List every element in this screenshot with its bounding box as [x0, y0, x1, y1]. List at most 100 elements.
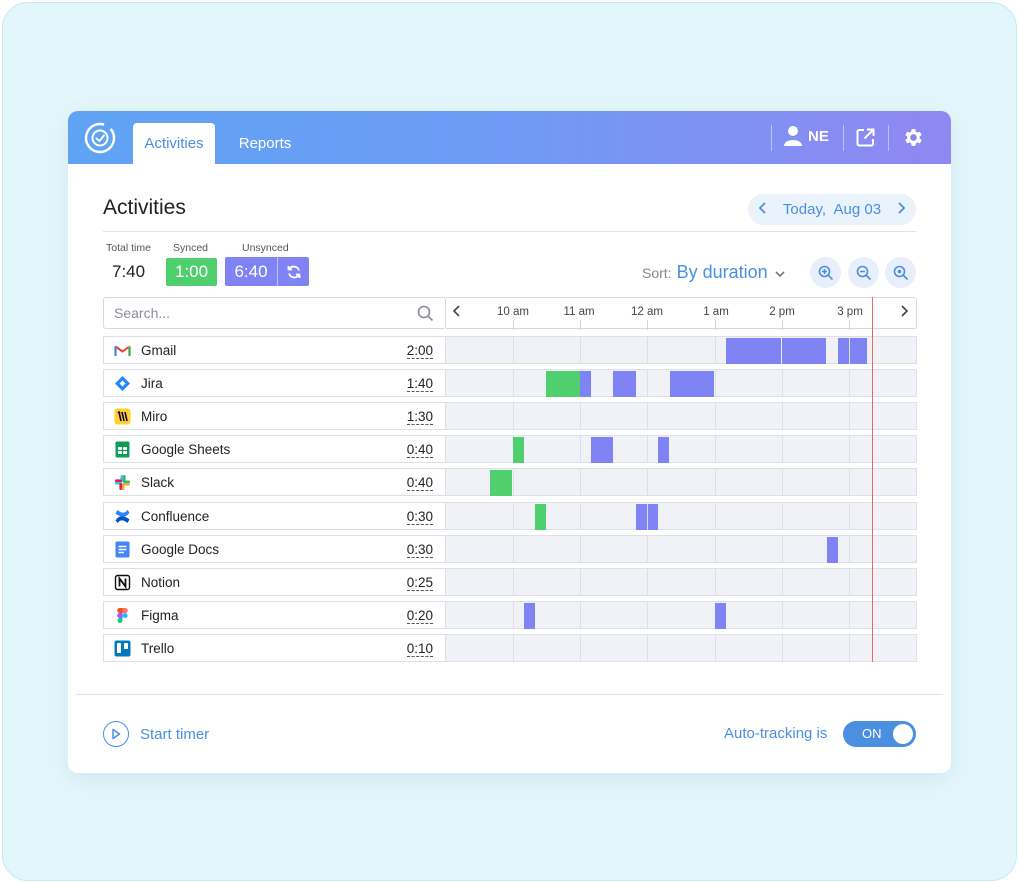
search-input[interactable] — [104, 298, 404, 328]
start-timer-button[interactable]: Start timer — [103, 721, 209, 747]
timeline-tick — [580, 320, 581, 330]
next-day-button[interactable] — [897, 201, 906, 218]
activity-duration[interactable]: 0:30 — [406, 509, 433, 525]
activity-duration[interactable]: 0:10 — [406, 641, 433, 657]
synced-time-segment[interactable] — [513, 437, 524, 463]
activity-row-gmail[interactable]: Gmail 2:00 — [103, 336, 446, 364]
activity-row-google-docs[interactable]: Google Docs 0:30 — [103, 535, 446, 563]
auto-tracking-toggle[interactable]: ON — [843, 721, 916, 747]
activity-row-figma[interactable]: Figma 0:20 — [103, 601, 446, 629]
sort-label: Sort: — [642, 265, 672, 281]
activity-duration[interactable]: 0:20 — [406, 608, 433, 624]
sort-dropdown[interactable]: Sort: By duration — [642, 262, 785, 283]
activity-row-jira[interactable]: Jira 1:40 — [103, 369, 446, 397]
user-initials: NE — [808, 127, 829, 145]
timeline-grid-line — [849, 436, 850, 462]
timeline-grid-line — [849, 635, 850, 661]
user-icon — [784, 126, 802, 146]
timeline-grid-line — [513, 602, 514, 628]
timeline-grid-line — [849, 536, 850, 562]
chevron-right-icon — [898, 202, 906, 214]
google-sheets-icon — [114, 441, 131, 458]
activity-row-confluence[interactable]: Confluence 0:30 — [103, 502, 446, 530]
user-menu-button[interactable]: NE — [784, 125, 829, 147]
app-window: Activities Reports NE Activities — [68, 111, 951, 773]
timeline-grid-line — [647, 602, 648, 628]
activity-timeline-track — [446, 468, 917, 496]
date-label[interactable]: Today, Aug 03 — [782, 201, 882, 218]
timeline-prev-button[interactable] — [452, 304, 461, 322]
unsynced-time-segment[interactable] — [591, 437, 613, 463]
sync-button[interactable] — [277, 257, 309, 286]
timeline-grid-line — [715, 403, 716, 429]
zoom-reset-button[interactable] — [885, 257, 916, 288]
unsynced-time-segment[interactable] — [613, 371, 636, 397]
activity-timeline-track — [446, 369, 917, 397]
zoom-out-icon — [856, 265, 871, 280]
chevron-down-icon — [775, 267, 785, 281]
unsynced-time-segment[interactable] — [636, 504, 647, 530]
timeline-grid-line — [580, 436, 581, 462]
unsynced-time-segment[interactable] — [670, 371, 714, 397]
activity-row-notion[interactable]: Notion 0:25 — [103, 568, 446, 596]
activity-duration[interactable]: 0:40 — [406, 442, 433, 458]
activity-duration[interactable]: 1:40 — [406, 376, 433, 392]
unsynced-time-segment[interactable] — [782, 338, 826, 364]
external-link-button[interactable] — [856, 128, 875, 147]
timeline-grid-line — [647, 403, 648, 429]
total-time-label: Total time — [106, 242, 151, 254]
search-icon[interactable] — [417, 305, 434, 327]
synced-time-segment[interactable] — [490, 470, 512, 496]
current-time-indicator — [872, 297, 873, 662]
timeline-tick — [782, 320, 783, 330]
tab-reports[interactable]: Reports — [238, 135, 292, 152]
unsynced-time-segment[interactable] — [524, 603, 535, 629]
activity-duration[interactable]: 2:00 — [406, 343, 433, 359]
activity-duration[interactable]: 0:30 — [406, 542, 433, 558]
timeline-grid-line — [849, 602, 850, 628]
unsynced-time-segment[interactable] — [658, 437, 669, 463]
tab-activities[interactable]: Activities — [133, 123, 215, 164]
activity-timeline-track — [446, 568, 917, 596]
unsynced-time-segment[interactable] — [726, 338, 781, 364]
unsynced-time-segment[interactable] — [715, 603, 726, 629]
unsynced-time-segment[interactable] — [648, 504, 658, 530]
activity-duration[interactable]: 1:30 — [406, 409, 433, 425]
timeline-grid-line — [782, 536, 783, 562]
page-title: Activities — [103, 196, 186, 219]
timeline-grid-line — [647, 436, 648, 462]
timeline-grid-line — [782, 370, 783, 396]
timeline-grid-line — [715, 469, 716, 495]
timeline-grid-line — [513, 469, 514, 495]
synced-time-segment[interactable] — [535, 504, 546, 530]
timeline-grid-line — [715, 337, 716, 363]
timeline-grid-line — [580, 569, 581, 595]
notion-icon — [114, 574, 131, 591]
timeline-grid-line — [580, 503, 581, 529]
timeline-grid-line — [513, 503, 514, 529]
activity-duration[interactable]: 0:25 — [406, 575, 433, 591]
unsynced-time-segment[interactable] — [827, 537, 838, 563]
activity-row-miro[interactable]: Miro 1:30 — [103, 402, 446, 430]
activity-duration[interactable]: 0:40 — [406, 475, 433, 491]
activity-name: Jira — [141, 376, 163, 391]
timeline-next-button[interactable] — [900, 304, 909, 322]
zoom-out-button[interactable] — [848, 257, 879, 288]
unsynced-time-segment[interactable] — [580, 371, 591, 397]
activity-timeline-track — [446, 535, 917, 563]
activity-row-google-sheets[interactable]: Google Sheets 0:40 — [103, 435, 446, 463]
timeline-grid-line — [782, 635, 783, 661]
activity-timeline-track — [446, 336, 917, 364]
settings-button[interactable] — [902, 126, 925, 149]
timeline-grid-line — [647, 337, 648, 363]
activity-row-slack[interactable]: Slack 0:40 — [103, 468, 446, 496]
timeline-grid-line — [647, 370, 648, 396]
date-navigator: Today, Aug 03 — [748, 194, 916, 225]
unsynced-time-segment[interactable] — [838, 338, 849, 364]
miro-icon — [114, 408, 131, 425]
activity-row-trello[interactable]: Trello 0:10 — [103, 634, 446, 662]
previous-day-button[interactable] — [758, 201, 767, 218]
zoom-in-button[interactable] — [810, 257, 841, 288]
unsynced-time-segment[interactable] — [850, 338, 867, 364]
synced-time-segment[interactable] — [546, 371, 580, 397]
